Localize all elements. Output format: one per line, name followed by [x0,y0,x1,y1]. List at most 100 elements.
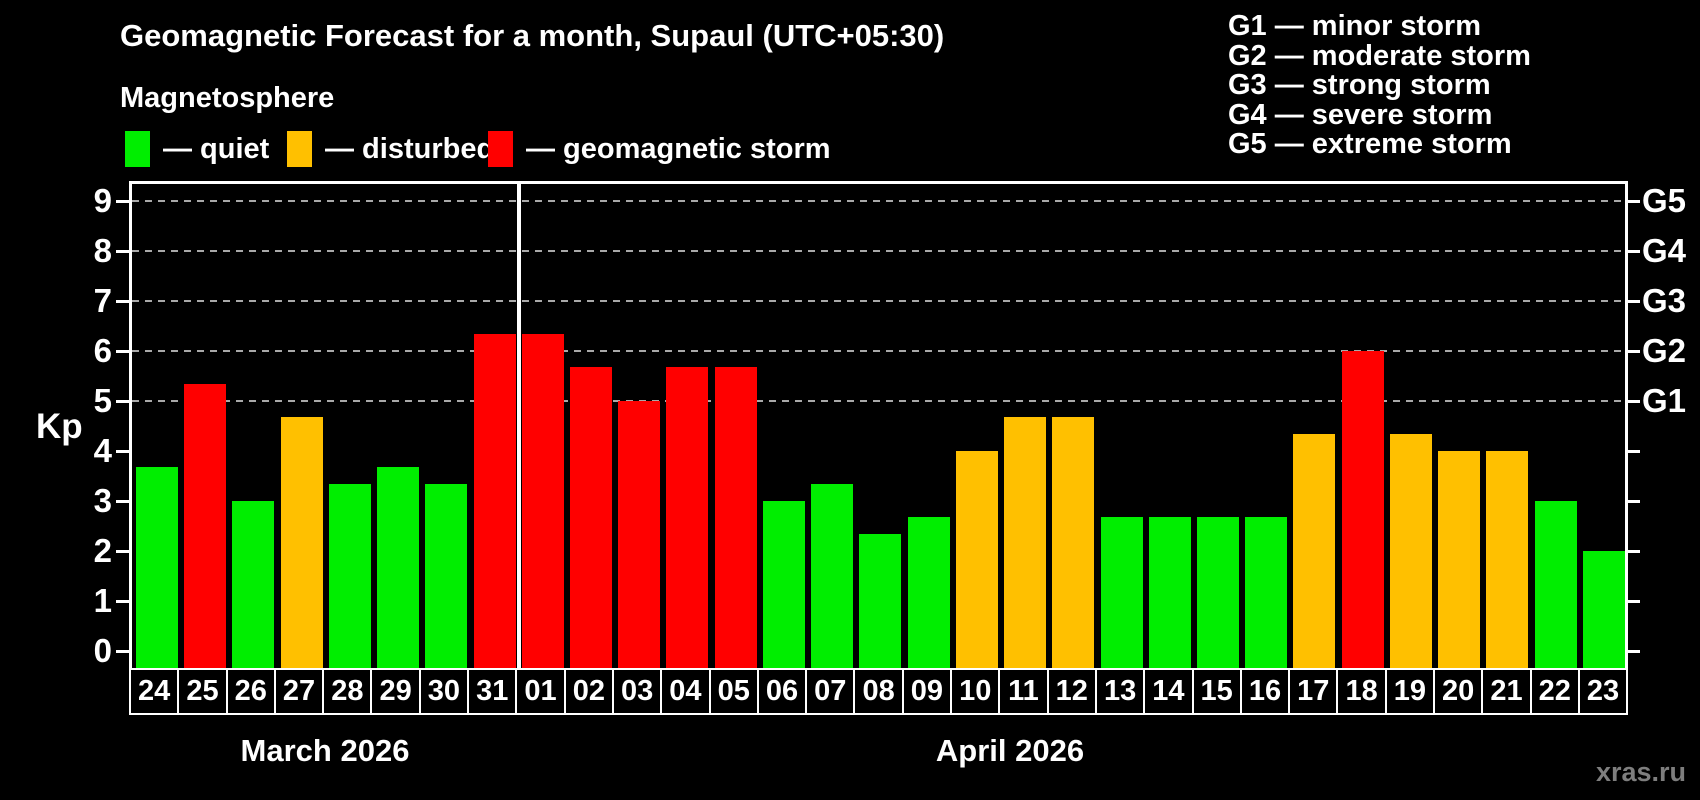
y-axis-tick-1 [116,600,129,603]
kp-bar-day-11 [1004,417,1046,668]
kp-bar-day-05 [715,367,757,668]
y-axis-label-2: 2 [93,532,112,569]
day-label-02: 02 [563,668,614,715]
y-axis-label-7: 7 [93,282,112,319]
kp-bar-day-20 [1438,451,1480,668]
day-label-22: 22 [1529,668,1580,715]
right-axis-tick-8 [1628,250,1640,253]
day-label-12: 12 [1046,668,1097,715]
day-label-20: 20 [1433,668,1484,715]
y-axis-tick-9 [116,200,129,203]
right-axis-tick-7 [1628,300,1640,303]
kp-bar-day-25 [184,384,226,668]
kp-bar-day-22 [1535,501,1577,668]
y-axis-tick-5 [116,400,129,403]
g1-legend-line: G1 — minor storm [1228,10,1481,42]
right-axis-tick-1 [1628,600,1640,603]
y-axis-label-3: 3 [93,482,112,519]
y-axis-tick-4 [116,450,129,453]
day-label-06: 06 [756,668,808,715]
y-axis-label-0: 0 [93,632,112,669]
y-axis-tick-0 [116,650,129,653]
legend-label-disturbed: — disturbed [325,132,495,165]
right-axis-tick-3 [1628,500,1640,503]
g3-legend-line: G3 — strong storm [1228,69,1491,101]
watermark: xras.ru [1595,757,1686,787]
g-scale-label-g5: G5 [1642,182,1687,219]
kp-bar-day-02 [570,367,612,668]
grid-line-kp-6 [132,350,1625,352]
day-label-04: 04 [660,668,711,715]
day-label-23: 23 [1577,668,1629,715]
day-label-24: 24 [129,668,180,715]
kp-bar-day-31 [474,334,516,668]
y-axis-tick-8 [116,250,129,253]
day-label-05: 05 [708,668,759,715]
g-scale-label-g1: G1 [1642,382,1687,419]
legend-item-storm: — geomagnetic storm [488,131,831,167]
right-axis-tick-0 [1628,650,1640,653]
day-label-13: 13 [1094,668,1146,715]
month-divider-line [517,184,521,668]
kp-bar-day-29 [377,467,419,668]
kp-bar-day-30 [425,484,467,668]
y-axis-label-5: 5 [93,382,112,419]
storm-color-swatch [488,131,513,167]
kp-bar-day-09 [908,517,950,668]
kp-bar-day-19 [1390,434,1432,668]
day-label-19: 19 [1384,668,1436,715]
day-label-16: 16 [1239,668,1291,715]
g-scale-label-g3: G3 [1642,282,1687,319]
kp-bar-day-15 [1197,517,1239,668]
kp-bar-day-28 [329,484,371,668]
grid-line-kp-8 [132,250,1625,252]
right-axis-tick-4 [1628,450,1640,453]
day-label-17: 17 [1288,668,1339,715]
x-axis-day-labels: 24 25 26 27 28 29 30 31 01 02 03 04 05 06 07 08 09 10 11 12… [129,668,1629,715]
kp-bar-day-06 [763,501,805,668]
disturbed-color-swatch [287,131,312,167]
kp-bar-day-01 [522,334,564,668]
y-axis-tick-3 [116,500,129,503]
y-axis-tick-7 [116,300,129,303]
quiet-color-swatch [125,131,150,167]
kp-bar-day-27 [281,417,323,668]
kp-bar-day-12 [1052,417,1094,668]
kp-bar-day-21 [1486,451,1528,668]
day-label-27: 27 [273,668,325,715]
day-label-14: 14 [1143,668,1194,715]
y-axis-label-9: 9 [93,182,112,219]
month-label-0: March 2026 [240,733,410,768]
day-label-03: 03 [611,668,663,715]
grid-line-kp-5 [132,400,1625,402]
g4-legend-line: G4 — severe storm [1228,98,1493,131]
month-label-1: April 2026 [935,733,1085,768]
day-label-15: 15 [1191,668,1242,715]
kp-bar-day-24 [136,467,178,668]
g-scale-label-g4: G4 [1642,232,1687,269]
y-axis-label-1: 1 [93,582,112,619]
g5-legend-line: G5 — extreme storm [1228,128,1512,160]
kp-bar-day-13 [1101,517,1143,668]
right-axis-tick-2 [1628,550,1640,553]
day-label-01: 01 [515,668,566,715]
kp-bar-day-04 [666,367,708,668]
kp-bar-day-07 [811,484,853,668]
legend-item-quiet: — quiet [125,131,269,167]
right-axis-tick-9 [1628,200,1640,203]
kp-bar-day-03 [618,401,660,668]
g-scale-label-g2: G2 [1642,332,1687,369]
y-axis-label-4: 4 [93,432,112,469]
day-label-28: 28 [322,668,373,715]
day-label-25: 25 [177,668,228,715]
y-axis-title-kp: Kp [36,407,83,446]
g2-legend-line: G2 — moderate storm [1228,39,1531,72]
kp-bar-day-08 [859,534,901,668]
storm-scale-legend: G1 — minor storm G2 — moderate storm G3 … [1228,10,1531,160]
page-title: Geomagnetic Forecast for a month, Supaul… [120,18,945,53]
kp-bar-day-18 [1342,351,1384,668]
y-axis-tick-6 [116,350,129,353]
kp-bar-day-16 [1245,517,1287,668]
y-axis-label-8: 8 [93,232,112,269]
